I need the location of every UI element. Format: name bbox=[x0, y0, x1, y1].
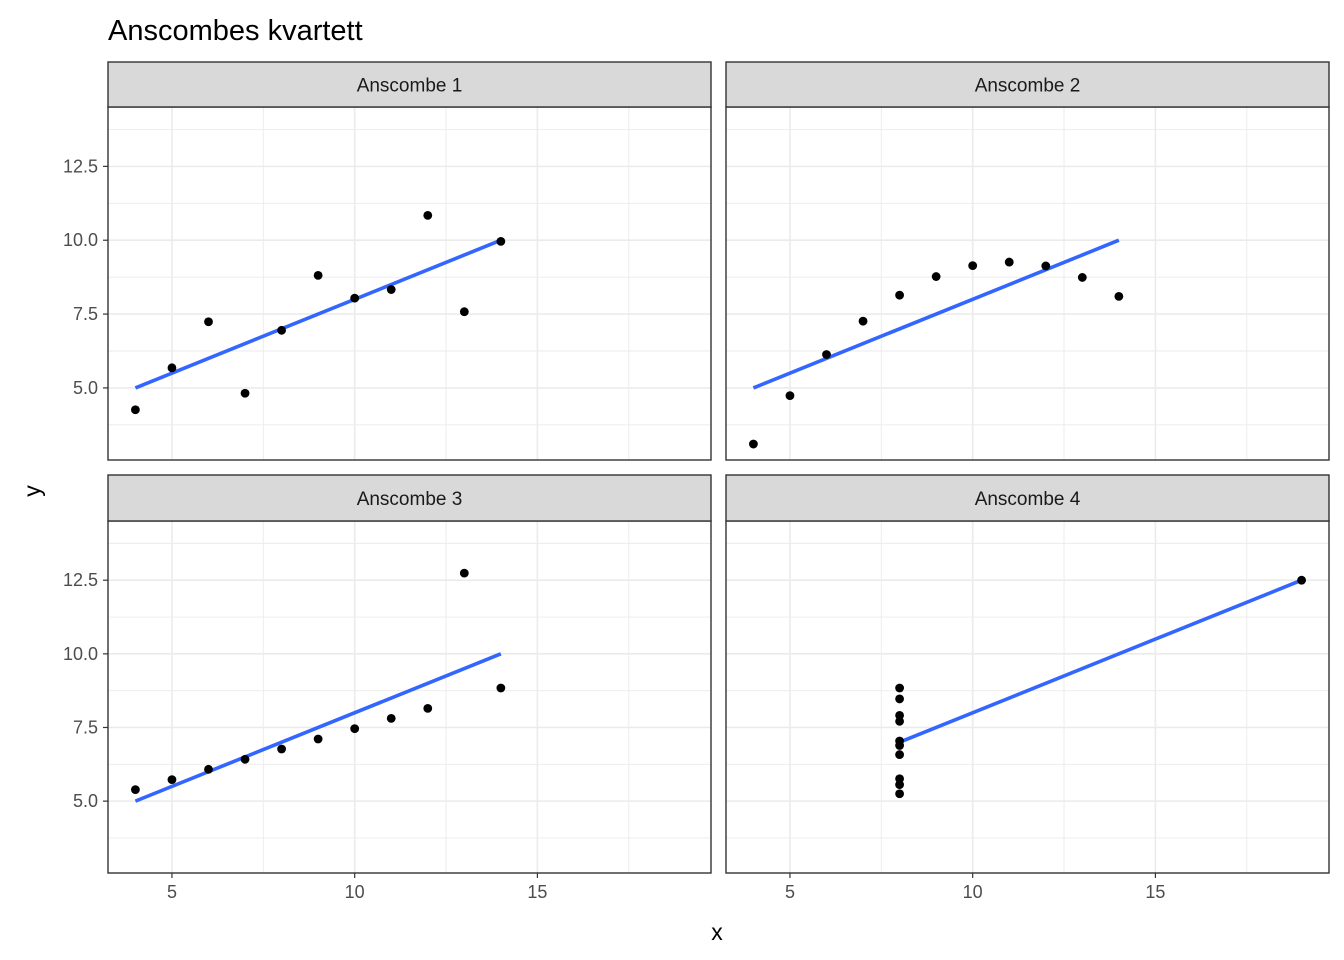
x-tick-label: 10 bbox=[963, 882, 983, 902]
data-point bbox=[968, 261, 978, 271]
data-point bbox=[423, 703, 433, 713]
data-point bbox=[895, 741, 904, 750]
data-point bbox=[1297, 575, 1306, 585]
regression-line bbox=[134, 238, 502, 390]
facet-strip-label: Anscombe 2 bbox=[975, 76, 1081, 97]
x-tick-label: 10 bbox=[345, 882, 365, 902]
data-point bbox=[931, 272, 941, 281]
panel-1: Anscombe 1 5.0 7.5 10.0 12.5 bbox=[63, 61, 712, 461]
x-tick-label: 5 bbox=[167, 882, 177, 902]
data-point bbox=[895, 750, 904, 759]
y-tick-label: 12.5 bbox=[63, 156, 98, 176]
data-point bbox=[895, 290, 904, 300]
y-tick-label: 12.5 bbox=[63, 570, 98, 590]
panel-background bbox=[726, 107, 1329, 460]
y-tick-label: 7.5 bbox=[73, 304, 98, 324]
data-point bbox=[386, 285, 396, 294]
chart-title: Anscombes kvartett bbox=[108, 15, 363, 47]
regression-line bbox=[752, 238, 1120, 390]
data-point bbox=[1041, 261, 1051, 271]
data-point bbox=[204, 764, 213, 774]
panel-background bbox=[726, 521, 1329, 873]
data-point bbox=[277, 744, 286, 754]
panel-background bbox=[108, 521, 711, 873]
data-point bbox=[895, 789, 904, 799]
data-point bbox=[204, 317, 213, 327]
facet-strip-label: Anscombe 3 bbox=[357, 489, 463, 510]
data-point bbox=[423, 211, 433, 220]
y-tick-label: 10.0 bbox=[63, 644, 98, 664]
data-point bbox=[313, 270, 323, 280]
data-point bbox=[785, 391, 795, 401]
panel-background bbox=[108, 107, 711, 460]
data-point bbox=[895, 711, 904, 720]
facet-strip bbox=[107, 474, 712, 522]
facet-strip-label: Anscombe 4 bbox=[975, 489, 1081, 510]
panels-layer: Anscombe 1 5.0 7.5 10.0 12.5 Anscombe 2 Anscom… bbox=[63, 61, 1330, 902]
y-tick-label: 5.0 bbox=[73, 791, 98, 811]
x-tick-label: 5 bbox=[785, 882, 795, 902]
data-point bbox=[167, 775, 177, 785]
data-point bbox=[895, 683, 904, 693]
x-tick-label: 15 bbox=[527, 882, 547, 902]
data-point bbox=[749, 439, 758, 449]
y-tick-label: 7.5 bbox=[73, 717, 98, 737]
x-axis-title: x bbox=[711, 919, 723, 945]
x-tick-label: 15 bbox=[1145, 882, 1165, 902]
data-point bbox=[895, 694, 904, 704]
data-point bbox=[350, 724, 360, 734]
panel-4: Anscombe 4 5 10 15 bbox=[725, 474, 1330, 902]
data-point bbox=[131, 785, 140, 795]
data-point bbox=[895, 780, 904, 790]
data-point bbox=[1077, 273, 1087, 282]
data-point bbox=[167, 363, 177, 373]
data-point bbox=[1004, 257, 1014, 267]
facet-strip bbox=[725, 474, 1330, 522]
y-axis-title: y bbox=[19, 485, 45, 497]
y-tick-label: 10.0 bbox=[63, 230, 98, 250]
data-point bbox=[496, 683, 506, 693]
facet-strip-label: Anscombe 1 bbox=[357, 76, 463, 97]
facet-strip bbox=[725, 61, 1330, 108]
panel-2: Anscombe 2 bbox=[725, 61, 1330, 461]
data-point bbox=[459, 568, 469, 578]
data-point bbox=[277, 325, 286, 335]
regression-line bbox=[134, 652, 502, 803]
panel-3: Anscombe 3 5.0 7.5 10.0 12.5 5 10 15 bbox=[63, 474, 712, 902]
facet-strip bbox=[107, 61, 712, 108]
regression-line bbox=[898, 578, 1303, 744]
data-point bbox=[1114, 291, 1124, 301]
data-point bbox=[822, 350, 831, 359]
data-point bbox=[350, 293, 360, 303]
data-point bbox=[240, 754, 250, 764]
data-point bbox=[313, 734, 323, 744]
data-point bbox=[240, 388, 250, 398]
data-point bbox=[858, 316, 868, 326]
data-point bbox=[459, 307, 469, 317]
data-point bbox=[131, 405, 140, 415]
data-point bbox=[496, 237, 506, 246]
data-point bbox=[386, 713, 396, 723]
y-tick-label: 5.0 bbox=[73, 378, 98, 398]
